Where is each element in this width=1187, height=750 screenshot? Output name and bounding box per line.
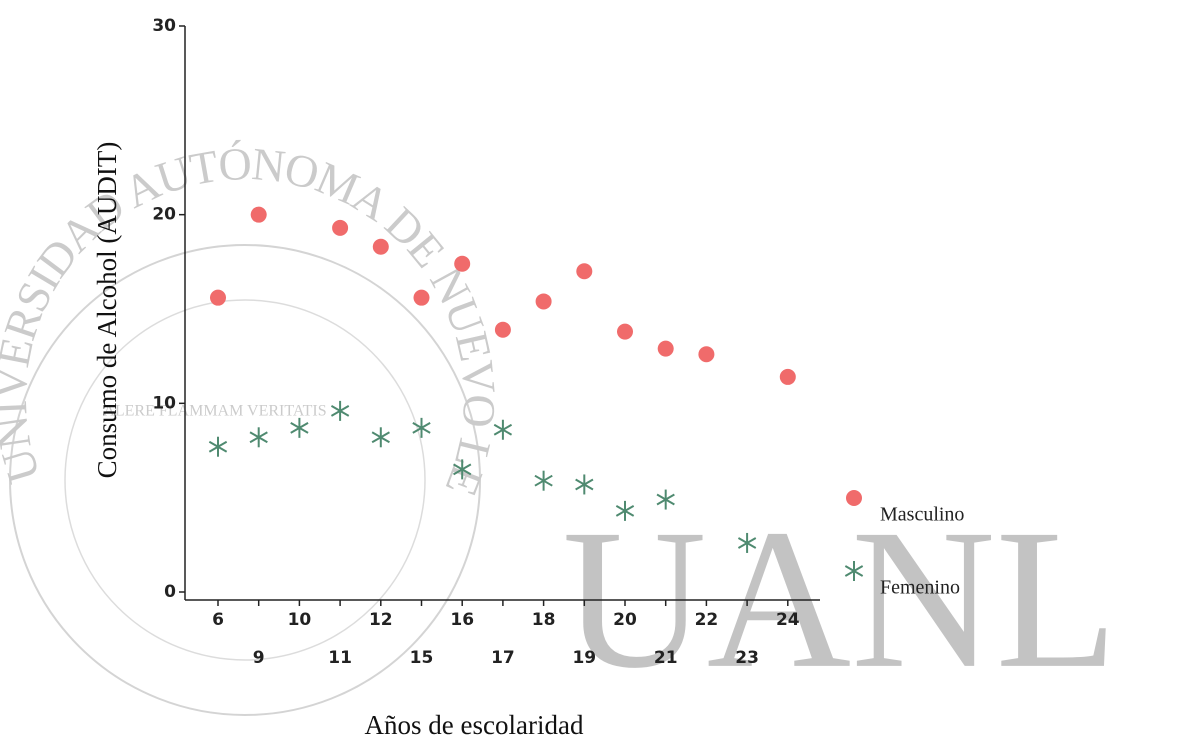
x-tick-label: 20 — [613, 610, 637, 630]
x-tick-label: 10 — [288, 610, 312, 630]
asterisk-stroke — [249, 431, 268, 444]
point — [737, 532, 757, 553]
x-tick-label: 16 — [450, 610, 474, 630]
asterisk-stroke — [412, 421, 431, 434]
point — [332, 219, 349, 236]
point — [372, 238, 389, 255]
legend-marker — [844, 561, 864, 581]
y-tick-label: 0 — [164, 582, 176, 602]
point — [534, 470, 553, 491]
legend-marker — [846, 490, 862, 506]
asterisk-stroke — [844, 565, 864, 577]
asterisk-stroke — [453, 463, 472, 476]
point — [371, 427, 390, 448]
x-tick-label: 17 — [491, 648, 515, 668]
x-tick-label: 15 — [410, 648, 434, 668]
x-tick-label: 18 — [532, 610, 556, 630]
x-tick-label: 11 — [328, 648, 352, 668]
x-tick-label: 21 — [654, 648, 678, 668]
point — [575, 474, 594, 495]
point — [250, 206, 267, 223]
y-tick-label: 30 — [152, 16, 176, 36]
x-tick-label: 12 — [369, 610, 393, 630]
asterisk-stroke — [615, 505, 635, 517]
x-tick-label: 9 — [253, 648, 265, 668]
point — [657, 340, 674, 357]
x-axis-label: Años de escolaridad — [365, 710, 584, 740]
x-tick-label: 24 — [776, 610, 800, 630]
asterisk-stroke — [371, 431, 390, 444]
point — [453, 459, 472, 480]
asterisk-stroke — [208, 440, 228, 453]
y-tick-label: 10 — [152, 393, 176, 413]
asterisk-stroke — [737, 537, 757, 549]
seal-motto: ALERE FLAMMAM VERITATIS — [103, 403, 326, 420]
point — [535, 293, 552, 310]
x-tick-label: 23 — [735, 648, 759, 668]
point — [454, 255, 471, 272]
point — [290, 417, 309, 438]
point — [576, 263, 593, 280]
seal-ring — [9, 244, 481, 716]
point — [494, 321, 511, 338]
x-tick-label: 19 — [572, 648, 596, 668]
point — [412, 417, 431, 438]
point — [493, 419, 513, 440]
asterisk-stroke — [290, 421, 309, 434]
y-axis-label: Consumo de Alcohol (AUDIT) — [92, 142, 122, 479]
seal-ring — [64, 299, 426, 661]
asterisk-stroke — [493, 423, 513, 436]
point — [413, 289, 430, 306]
y-tick-label: 20 — [152, 205, 176, 225]
point — [656, 489, 675, 510]
asterisk-stroke — [534, 474, 553, 487]
asterisk-stroke — [656, 493, 675, 506]
asterisk-stroke — [575, 478, 594, 491]
point — [779, 368, 796, 385]
point — [615, 500, 635, 521]
legend-label: Masculino — [880, 504, 964, 526]
legend-label: Femenino — [880, 577, 960, 599]
point — [698, 346, 715, 363]
point — [210, 289, 226, 306]
x-tick-label: 22 — [695, 610, 719, 630]
x-tick-label: 6 — [212, 610, 224, 630]
point — [249, 427, 268, 448]
asterisk-stroke — [330, 405, 350, 417]
point — [330, 400, 350, 421]
point — [617, 323, 633, 340]
point — [208, 436, 228, 457]
